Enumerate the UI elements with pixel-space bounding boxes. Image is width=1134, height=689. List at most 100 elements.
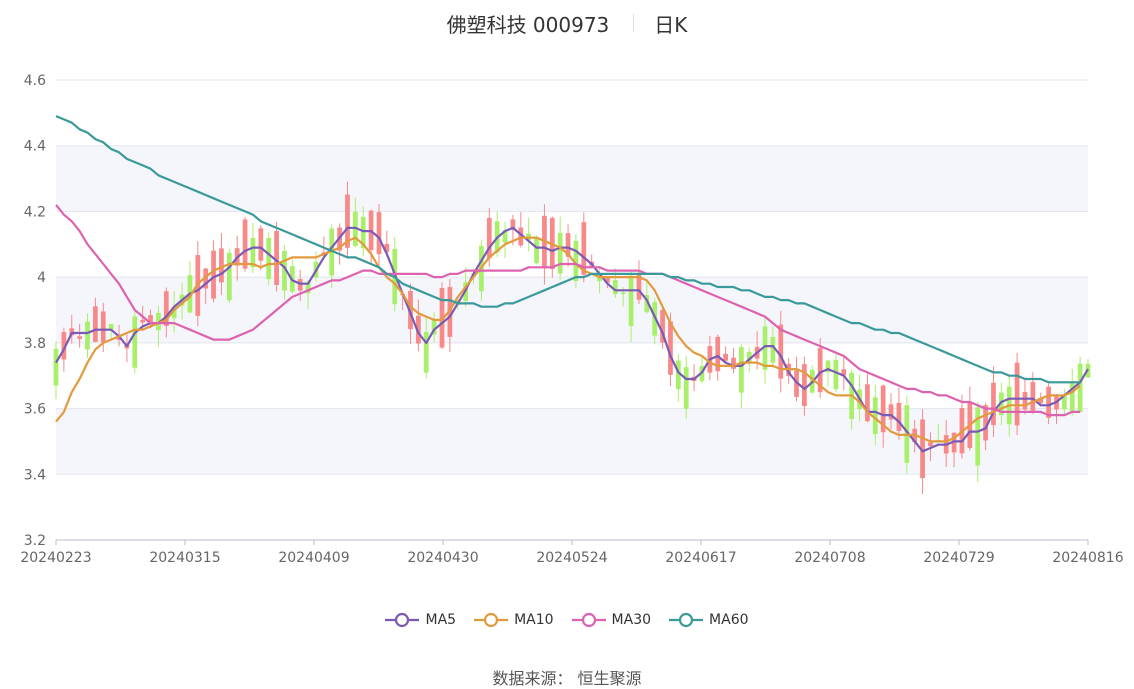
candle-body: [242, 219, 248, 269]
candle-body: [148, 315, 153, 325]
candle-body: [447, 287, 453, 337]
candle-body: [557, 232, 563, 274]
candle-body: [360, 216, 366, 249]
candle-body: [93, 306, 98, 342]
candle-body: [896, 402, 902, 431]
y-tick-label: 4.4: [24, 139, 46, 155]
ma-line-ma10: [55, 236, 1081, 443]
x-tick-label: 20240409: [278, 550, 349, 566]
candle-body: [250, 237, 256, 268]
candle-body: [518, 227, 524, 246]
candle-body: [61, 332, 67, 360]
source-value: 恒生聚源: [577, 669, 642, 688]
candle-body: [825, 360, 831, 373]
legend-label: MA60: [709, 612, 749, 628]
candle-body: [85, 321, 90, 350]
legend-marker: [474, 612, 509, 628]
candle-body: [502, 230, 508, 243]
legend-item-ma10[interactable]: MA10: [474, 612, 554, 628]
candle-body: [1038, 397, 1044, 404]
legend-marker: [669, 612, 704, 628]
grid-band: [56, 277, 1088, 343]
candle-body: [660, 309, 665, 343]
candle-body: [1030, 381, 1036, 411]
chart-legend[interactable]: MA5 MA10 MA30 MA60: [0, 612, 1134, 628]
candle-body: [156, 312, 161, 331]
candle-body: [171, 307, 177, 319]
candle-body: [802, 364, 807, 407]
candle-body: [636, 273, 642, 300]
legend-item-ma5[interactable]: MA5: [385, 612, 456, 628]
candle-body: [928, 442, 933, 447]
y-tick-label: 3.6: [24, 402, 46, 418]
ma-line-ma60: [55, 115, 1081, 384]
candle-body: [888, 404, 894, 420]
candle-body: [416, 315, 421, 344]
y-tick-label: 4.6: [24, 73, 46, 89]
x-tick-label: 20240430: [407, 550, 478, 566]
candle-body: [1046, 386, 1051, 418]
candle-body: [715, 336, 721, 372]
candlestick-chart: 3.2 3.4 3.6 3.8 4 4.2 4.4 4.6 20240223 20240315 20…: [20, 73, 1123, 566]
y-tick-label: 4.2: [24, 204, 46, 220]
candle-body: [998, 392, 1004, 416]
y-tick-label: 3.2: [24, 533, 46, 549]
candle-body: [305, 281, 311, 294]
candle-body: [274, 230, 279, 285]
chart-title: 佛塑科技 000973: [446, 12, 610, 37]
candle-body: [439, 288, 445, 348]
chart-header: 佛塑科技 000973 日K: [0, 8, 1134, 38]
candle-body: [872, 397, 878, 435]
candle-body: [345, 194, 350, 248]
legend-marker: [385, 612, 420, 628]
candle-body: [108, 324, 114, 330]
candle-body: [731, 357, 736, 369]
candle-body: [865, 384, 870, 422]
candle-body: [723, 353, 728, 361]
candle-body: [880, 385, 886, 433]
candle-body: [376, 212, 382, 255]
legend-item-ma60[interactable]: MA60: [669, 612, 749, 628]
candle-body: [983, 405, 988, 441]
candle-body: [1062, 395, 1067, 410]
x-tick-label: 20240729: [923, 550, 994, 566]
candle-body: [770, 336, 776, 363]
candle-body: [739, 347, 744, 393]
candle-body: [77, 336, 82, 339]
grid-band: [56, 145, 1088, 212]
candle-body: [975, 407, 981, 466]
candle-body: [69, 328, 75, 336]
y-tick-label: 4: [37, 270, 46, 286]
candle-body: [746, 351, 752, 363]
data-source: 数据来源： 恒生聚源: [0, 665, 1134, 689]
legend-label: MA5: [425, 612, 457, 628]
candle-body: [1077, 363, 1083, 413]
candle-body: [644, 294, 650, 313]
x-tick-label: 20240708: [794, 550, 865, 566]
candle-body: [100, 311, 106, 343]
candle-body: [431, 320, 437, 335]
ma-line-ma5: [55, 226, 1089, 453]
legend-item-ma30[interactable]: MA30: [571, 612, 651, 628]
candle-body: [1022, 392, 1028, 410]
candle-body: [628, 275, 634, 327]
candle-body: [510, 219, 516, 230]
x-tick-label: 20240223: [20, 550, 91, 566]
candle-body: [132, 316, 138, 368]
candle-body: [53, 348, 59, 386]
x-tick-label: 20240315: [149, 550, 220, 566]
candle-body: [423, 331, 429, 373]
candle-body: [668, 321, 673, 375]
y-tick-label: 3.8: [24, 336, 46, 352]
candle-body: [605, 276, 610, 283]
candle-body: [211, 250, 216, 299]
candle-body: [297, 279, 303, 291]
candle-body: [408, 290, 413, 330]
candle-body: [620, 292, 626, 295]
candle-body: [762, 326, 768, 370]
candle-body: [833, 359, 839, 390]
candle-body: [612, 280, 618, 295]
chart-period: 日K: [654, 12, 688, 37]
candle-body: [534, 237, 539, 264]
candle-body: [163, 291, 169, 326]
